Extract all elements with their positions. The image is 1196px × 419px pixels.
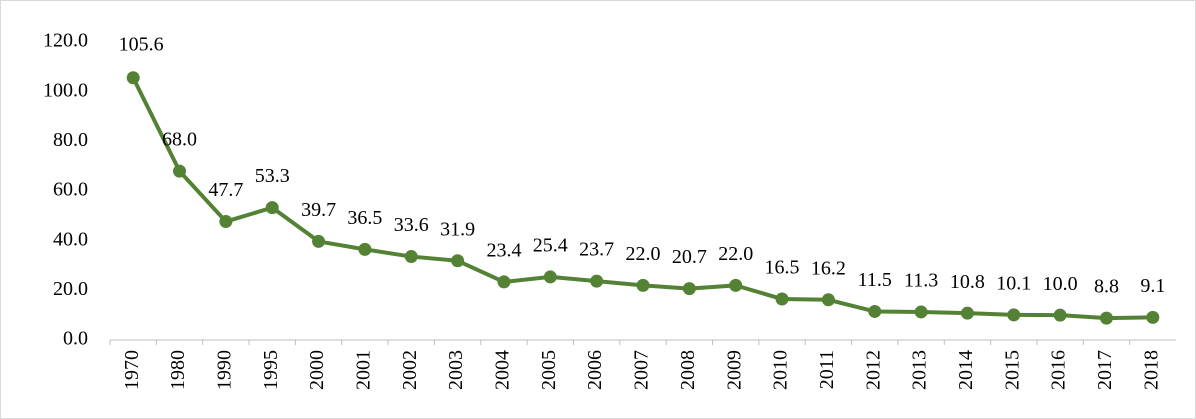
x-tick-label: 2015 <box>1001 350 1023 390</box>
x-tick-label: 2005 <box>538 350 560 390</box>
data-label: 10.1 <box>996 273 1031 295</box>
point <box>821 293 835 307</box>
point <box>219 215 233 229</box>
data-label: 25.4 <box>533 235 568 257</box>
x-tick-label: 2018 <box>1140 350 1162 390</box>
point <box>451 254 465 268</box>
data-label: 10.0 <box>1043 273 1078 295</box>
x-tick-label: 1970 <box>121 350 143 390</box>
x-tick-label: 2007 <box>631 350 653 390</box>
x-tick-label: 2017 <box>1094 350 1116 390</box>
data-label: 11.3 <box>904 270 938 292</box>
data-label: 23.7 <box>579 239 614 261</box>
data-label: 36.5 <box>347 207 382 229</box>
point <box>868 304 882 318</box>
data-label: 16.5 <box>765 257 800 279</box>
data-label: 33.6 <box>394 214 429 236</box>
point <box>775 292 789 306</box>
x-tick-label: 2006 <box>584 350 606 390</box>
point <box>173 164 187 178</box>
point <box>312 234 326 248</box>
point <box>1099 311 1113 325</box>
x-tick-label: 2004 <box>492 350 514 390</box>
y-tick-label: 40.0 <box>53 228 88 250</box>
point <box>590 274 604 288</box>
data-label: 47.7 <box>208 179 243 201</box>
x-tick-label: 1980 <box>167 350 189 390</box>
y-tick-label: 60.0 <box>53 179 88 201</box>
point <box>265 201 279 215</box>
x-tick-label: 2008 <box>677 350 699 390</box>
data-label: 10.8 <box>950 271 985 293</box>
data-label: 22.0 <box>626 243 661 265</box>
x-tick-label: 2016 <box>1048 350 1070 390</box>
data-label: 22.0 <box>718 243 753 265</box>
data-label: 31.9 <box>440 218 475 240</box>
x-tick-label: 2001 <box>353 350 375 390</box>
data-label: 39.7 <box>301 199 336 221</box>
point <box>960 306 974 320</box>
data-label: 16.2 <box>811 257 846 279</box>
point <box>1146 310 1160 324</box>
point <box>126 71 140 85</box>
point <box>404 250 418 264</box>
data-label: 105.6 <box>119 33 164 55</box>
x-tick-label: 1990 <box>213 350 235 390</box>
point <box>497 275 511 289</box>
point <box>636 278 650 292</box>
x-tick-label: 2002 <box>399 350 421 390</box>
data-label: 53.3 <box>255 165 290 187</box>
data-label: 20.7 <box>672 246 707 268</box>
point <box>1007 308 1021 322</box>
point <box>729 278 743 292</box>
point <box>914 305 928 319</box>
x-tick-label: 2000 <box>306 350 328 390</box>
data-label: 23.4 <box>486 239 521 261</box>
data-label: 11.5 <box>858 269 892 291</box>
y-tick-label: 100.0 <box>43 79 88 101</box>
x-tick-label: 2010 <box>770 350 792 390</box>
point <box>1053 308 1067 322</box>
data-label: 68.0 <box>162 129 197 151</box>
x-tick-label: 2009 <box>723 350 745 390</box>
x-tick-label: 2014 <box>955 350 977 390</box>
y-tick-label: 80.0 <box>53 129 88 151</box>
data-label: 8.8 <box>1094 276 1119 298</box>
x-tick-label: 2013 <box>909 350 931 390</box>
x-tick-label: 1995 <box>260 350 282 390</box>
x-tick-label: 2012 <box>862 350 884 390</box>
point <box>543 270 557 284</box>
x-tick-label: 2003 <box>445 350 467 390</box>
y-tick-label: 0.0 <box>63 328 88 350</box>
y-tick-label: 120.0 <box>43 30 88 52</box>
point <box>682 282 696 296</box>
point <box>358 242 372 256</box>
y-tick-label: 20.0 <box>53 278 88 300</box>
x-tick-label: 2011 <box>816 350 838 389</box>
data-label: 9.1 <box>1140 275 1165 297</box>
